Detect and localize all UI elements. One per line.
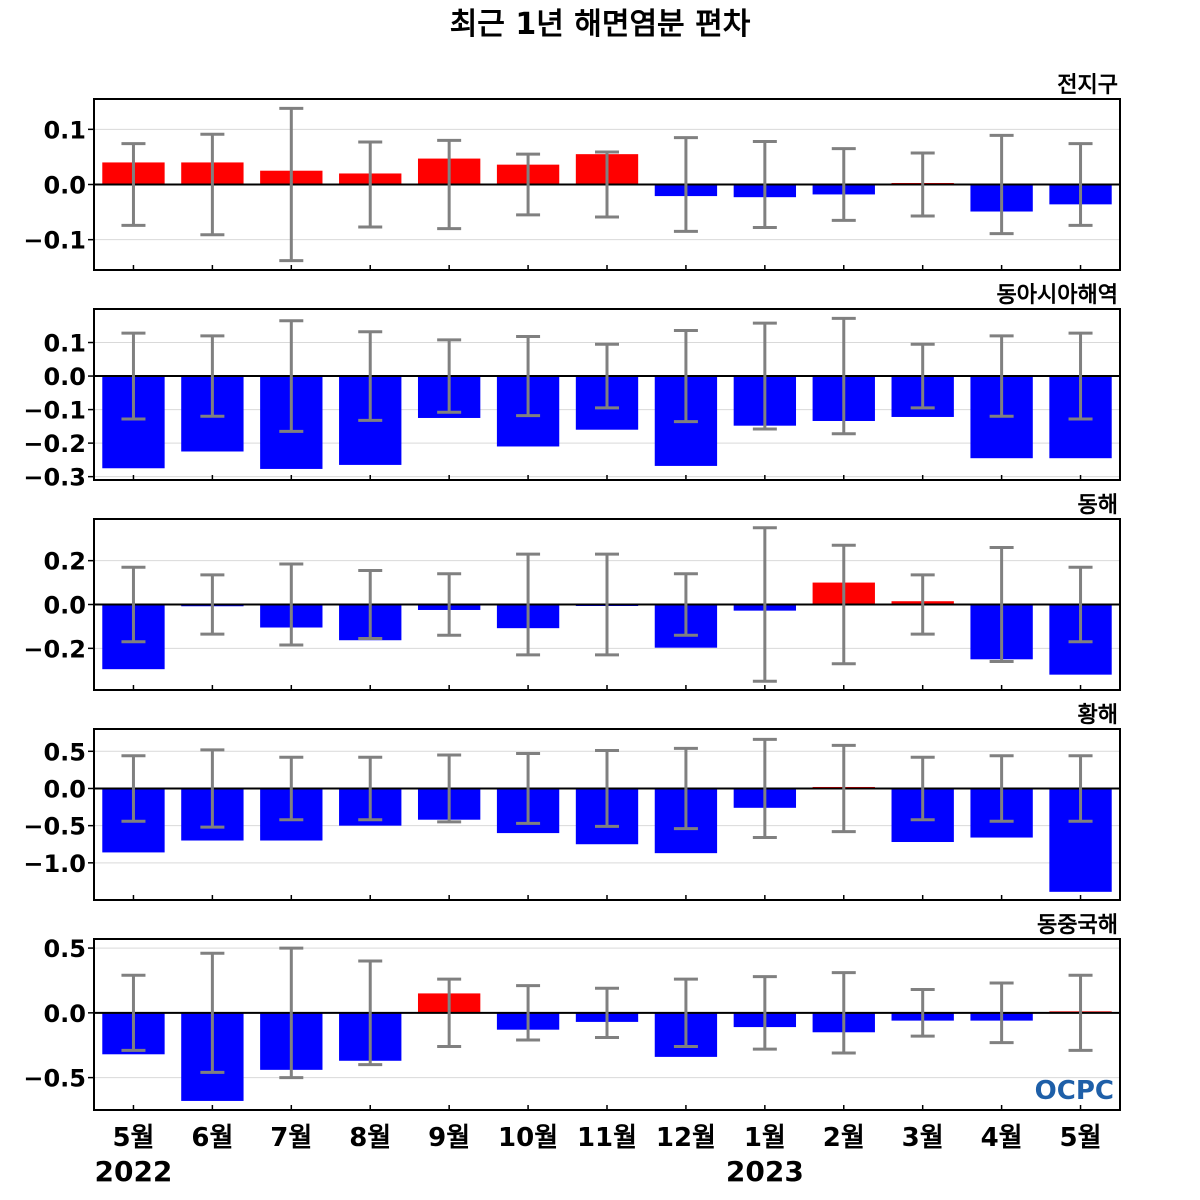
y-tick-label: −1.0 [23,850,86,878]
panel-3: 0.2 0.0 −0.2 동해 [23,493,1121,691]
y-tick-label: 0.0 [43,363,86,391]
y-tick-label: 0.0 [43,775,86,803]
y-tick-label: 0.1 [43,116,86,144]
x-tick-label: 12월 [656,1123,716,1153]
panel-1: 0.1 0.0 −0.1 전지구 [23,73,1121,271]
panel-5: 0.5 0.0 −0.5 동중국해 [23,913,1121,1111]
y-tick-label: 0.0 [43,592,86,620]
panel-2: 0.1 0.0 −0.1 −0.2 −0.3 동아시아해역 [23,283,1121,492]
chart-title: 최근 1년 해면염분 편차 [450,7,751,42]
y-tick-label: 0.0 [43,172,86,200]
y-tick-label: −0.2 [23,430,86,458]
panel-title: 전지구 [1057,73,1118,98]
year-label: 2022 [94,1155,172,1188]
x-tick-label: 7월 [270,1123,312,1153]
x-tick-label: 8월 [349,1123,391,1153]
y-tick-label: −0.5 [23,813,86,841]
x-tick-label: 1월 [744,1123,786,1153]
y-tick-label: −0.5 [23,1065,86,1093]
x-tick-label: 6월 [191,1123,233,1153]
x-tick-label: 10월 [498,1123,558,1153]
y-tick-label: 0.5 [43,738,86,766]
panel-title: 동중국해 [1037,913,1118,938]
panels-group: 0.1 0.0 −0.1 전지구 0.1 0.0 −0.1 −0.2 −0.3 동아시아해역 0.2… [23,73,1121,1111]
y-tick-label: 0.2 [43,548,86,576]
x-tick-label: 11월 [577,1123,637,1153]
y-tick-label: −0.1 [23,227,86,255]
panel-title: 황해 [1078,703,1118,728]
x-tick-label: 2월 [823,1123,865,1153]
x-tick-label: 9월 [428,1123,470,1153]
panel-title: 동해 [1078,493,1118,518]
y-tick-label: −0.1 [23,397,86,425]
y-tick-label: 0.1 [43,330,86,358]
x-tick-label: 4월 [981,1123,1023,1153]
y-tick-label: 0.0 [43,1000,86,1028]
x-tick-label: 3월 [902,1123,944,1153]
y-tick-label: −0.2 [23,635,86,663]
x-tick-label: 5월 [112,1123,154,1153]
panel-title: 동아시아해역 [997,283,1118,308]
y-tick-label: 0.5 [43,935,86,963]
year-label: 2023 [726,1155,804,1188]
ocpc-logo: OCPC [1035,1076,1114,1106]
y-tick-label: −0.3 [23,464,86,492]
panel-4: 0.5 0.0 −0.5 −1.0 황해 [23,703,1121,901]
x-tick-label: 5월 [1060,1123,1102,1153]
